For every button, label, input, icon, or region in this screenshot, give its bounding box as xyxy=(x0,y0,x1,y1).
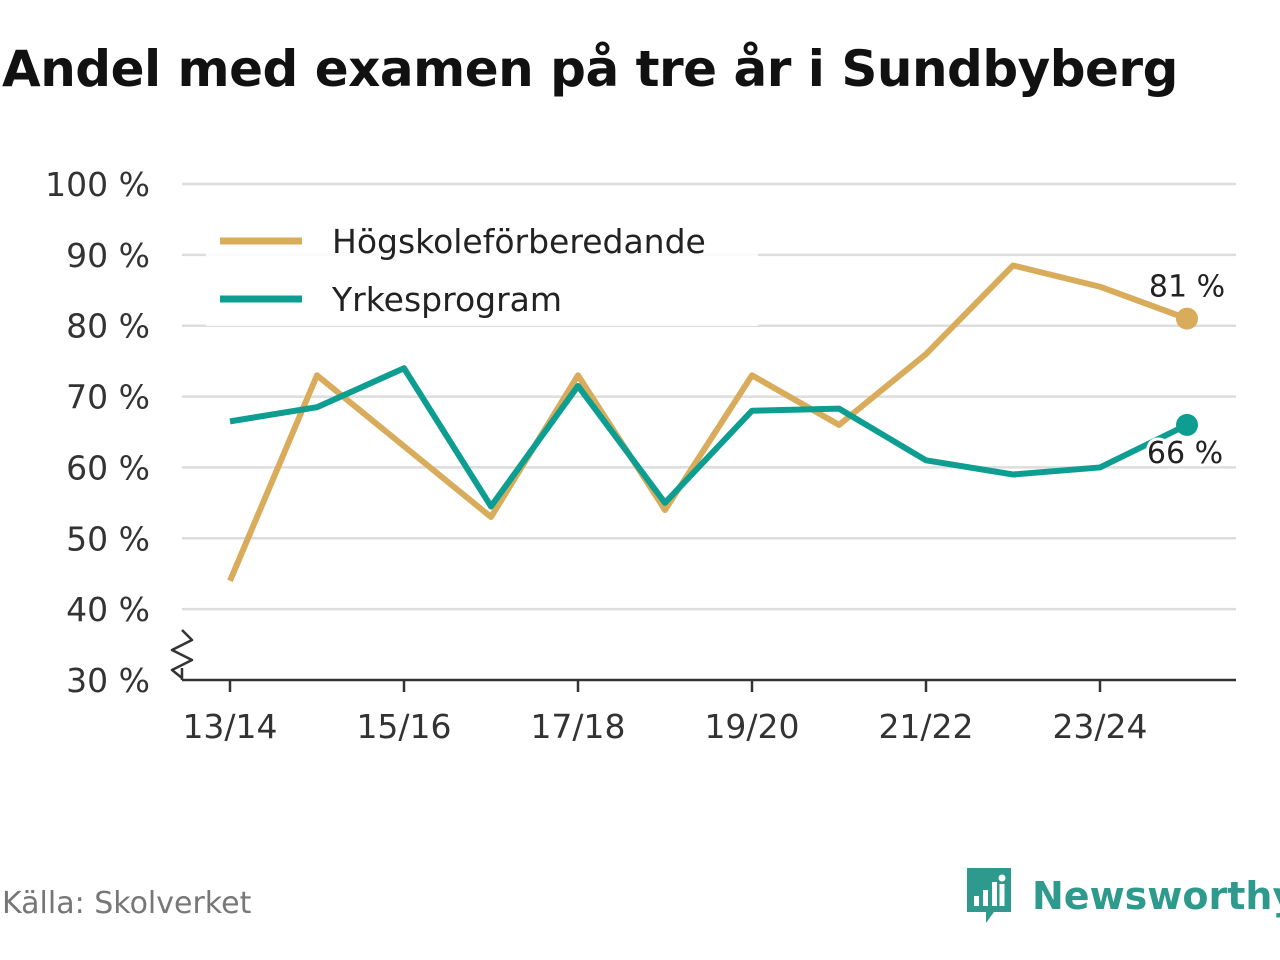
series-endpoint-hogskoleforberedande xyxy=(1176,307,1198,330)
x-tick-label: 13/14 xyxy=(182,707,277,746)
series-lines xyxy=(227,262,1198,582)
y-tick-label: 80 % xyxy=(66,307,150,346)
y-tick-label: 60 % xyxy=(66,448,150,487)
source-note: Källa: Skolverket xyxy=(2,886,252,921)
legend-label-hogskoleforberedande: Högskoleförberedande xyxy=(332,222,706,261)
y-tick-label: 30 % xyxy=(66,661,150,700)
end-labels: 81 % 66 % xyxy=(1144,270,1226,474)
legend-label-yrkesprogram: Yrkesprogram xyxy=(331,280,562,319)
y-tick-label: 100 % xyxy=(45,165,150,204)
y-tick-label: 90 % xyxy=(66,236,150,275)
series-line-yrkesprogram xyxy=(229,365,1189,510)
x-tick-label: 17/18 xyxy=(530,707,625,746)
y-tick-label: 70 % xyxy=(66,378,150,417)
axis-break-icon xyxy=(170,629,194,679)
newsworthy-logo-icon xyxy=(967,868,1011,923)
legend-background xyxy=(206,206,758,326)
series-endpoint-yrkesprogram xyxy=(1176,413,1198,436)
x-tick-label: 15/16 xyxy=(356,707,451,746)
chart-title: Andel med examen på tre år i Sundbyberg xyxy=(2,40,1178,98)
axes: 30 % 40 % 50 % 60 % 70 % 80 % 90 % 100 % 13/14 15… xyxy=(45,165,1236,746)
y-tick-label: 50 % xyxy=(66,519,150,558)
end-label-yrkesprogram: 66 % xyxy=(1147,436,1223,471)
x-tick-label: 23/24 xyxy=(1052,707,1147,746)
legend: Högskoleförberedande Yrkesprogram xyxy=(206,206,758,326)
brand-logo: Newsworthy xyxy=(964,866,1280,926)
end-label-hogskoleforberedande: 81 % xyxy=(1149,270,1225,305)
series-line-hogskoleforberedande xyxy=(227,262,1189,582)
y-tick-label: 40 % xyxy=(66,590,150,629)
x-tick-label: 21/22 xyxy=(878,707,973,746)
brand-name: Newsworthy xyxy=(1032,874,1280,918)
x-tick-label: 19/20 xyxy=(704,707,799,746)
